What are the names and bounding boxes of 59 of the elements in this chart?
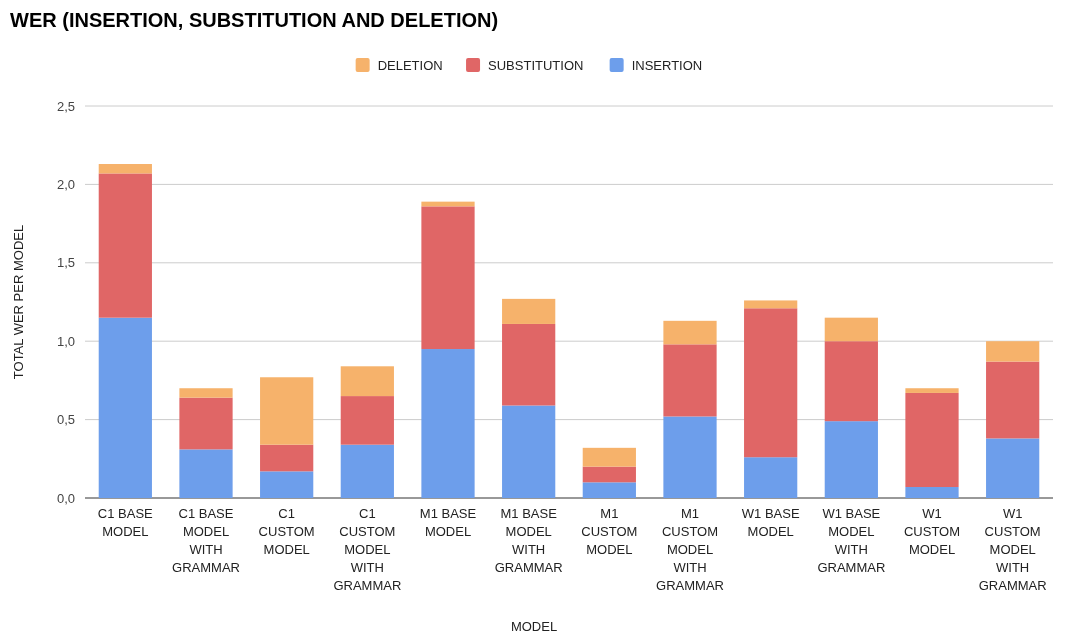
bar (340, 444, 394, 498)
bar (98, 173, 152, 318)
bar (340, 396, 394, 445)
legend-label: DELETION (377, 58, 443, 73)
y-tick-label: 0,5 (56, 412, 75, 428)
bar (824, 317, 878, 342)
x-tick-label: W1 CUSTOM MODEL (903, 506, 961, 557)
bar (179, 449, 233, 498)
bar (582, 482, 636, 498)
bar (98, 164, 152, 174)
bar (905, 388, 959, 393)
bar (260, 377, 314, 445)
y-axis-title: TOTAL WER PER MODEL (11, 224, 26, 380)
x-tick-label: C1 BASE MODEL WITH GRAMMAR (172, 506, 240, 575)
bar (905, 487, 959, 498)
x-axis-title: MODEL (510, 619, 558, 634)
x-tick-label: M1 CUSTOM MODEL WITH GRAMMAR (656, 506, 724, 593)
bar (744, 308, 798, 458)
bar (986, 341, 1040, 362)
x-tick-label: C1 CUSTOM MODEL WITH GRAMMAR (333, 506, 402, 593)
chart-title: WER (INSERTION, SUBSTITUTION AND DELETION) (10, 9, 499, 31)
bar (986, 438, 1040, 498)
y-tick-label: 1,5 (56, 255, 75, 271)
x-tick-label: C1 CUSTOM MODEL (258, 506, 315, 557)
bar (824, 421, 878, 498)
bar (582, 447, 636, 467)
x-tick-label: M1 CUSTOM MODEL (581, 506, 638, 557)
bar (179, 397, 233, 450)
bar (260, 471, 314, 498)
bar (744, 300, 798, 309)
bar (824, 341, 878, 422)
bar (663, 344, 717, 417)
bar (340, 366, 394, 397)
y-tick-label: 2,5 (56, 98, 75, 114)
x-tick-label: M1 BASE MODEL (419, 506, 477, 539)
bar (905, 392, 959, 488)
bar (502, 298, 556, 324)
x-tick-label: W1 BASE MODEL (741, 506, 800, 539)
x-tick-label: W1 BASE MODEL WITH GRAMMAR (817, 506, 886, 575)
bar (421, 349, 475, 498)
y-tick-label: 0,0 (56, 490, 75, 506)
y-tick-label: 1,0 (56, 333, 75, 349)
bar (98, 317, 152, 498)
bar (260, 444, 314, 472)
bar (744, 457, 798, 498)
bar (986, 361, 1040, 439)
x-tick-label: C1 BASE MODEL (97, 506, 154, 539)
y-tick-label: 2,0 (56, 176, 75, 192)
bar (582, 466, 636, 483)
legend-label: SUBSTITUTION (488, 58, 584, 73)
bar (663, 320, 717, 345)
x-tick-label: M1 BASE MODEL WITH GRAMMAR (494, 506, 563, 575)
legend-label: INSERTION (631, 58, 703, 73)
x-tick-label: W1 CUSTOM MODEL WITH GRAMMAR (978, 506, 1047, 593)
bar (421, 206, 475, 350)
bar (663, 416, 717, 498)
bar (502, 405, 556, 498)
bar (179, 388, 233, 398)
bar (502, 323, 556, 406)
